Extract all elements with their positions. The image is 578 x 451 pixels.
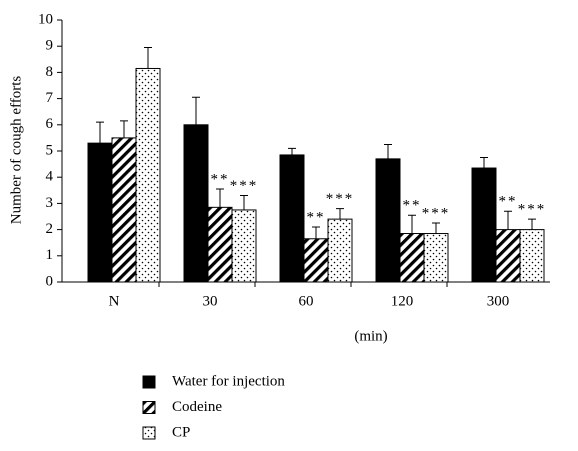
significance-label: **	[307, 209, 326, 225]
error-bar	[336, 208, 344, 220]
y-tick-label: 4	[46, 169, 54, 185]
error-bar	[240, 195, 248, 210]
bar	[231, 209, 257, 283]
x-tick-label: N	[109, 293, 120, 309]
bar	[279, 154, 305, 283]
bar	[471, 167, 497, 283]
bar	[399, 233, 425, 283]
bar	[135, 67, 161, 283]
bar	[423, 233, 449, 283]
error-bar	[144, 47, 152, 69]
legend-label: Water for injection	[172, 373, 285, 389]
significance-label: ***	[422, 205, 451, 221]
significance-label: ***	[518, 202, 547, 218]
y-tick-label: 2	[46, 221, 54, 237]
legend-swatch	[142, 401, 156, 414]
error-bar	[288, 147, 296, 155]
y-tick-label: 9	[46, 38, 54, 54]
y-tick-label: 6	[46, 116, 54, 132]
error-bar	[408, 214, 416, 234]
bar	[303, 238, 329, 283]
x-tick-label: 30	[203, 293, 218, 309]
error-bar	[504, 210, 512, 230]
error-bar	[96, 121, 104, 144]
error-bar	[480, 157, 488, 169]
significance-label: **	[403, 198, 422, 214]
bar	[87, 142, 113, 283]
error-bar	[312, 226, 320, 239]
error-bar	[192, 96, 200, 125]
y-tick-label: 10	[38, 11, 53, 27]
bar	[375, 158, 401, 283]
y-axis-label: Number of cough efforts	[8, 76, 24, 225]
legend-label: CP	[172, 424, 190, 440]
legend-swatch	[142, 426, 156, 440]
y-tick-label: 8	[46, 64, 54, 80]
bar	[327, 218, 353, 283]
y-tick-label: 5	[46, 142, 54, 158]
legend-swatch	[142, 375, 156, 389]
bar	[519, 229, 545, 283]
bar	[183, 124, 209, 283]
error-bar	[432, 222, 440, 234]
error-bar	[120, 120, 128, 138]
x-tick-label: 60	[299, 293, 314, 309]
significance-label: ***	[326, 191, 355, 207]
y-tick-label: 1	[46, 247, 54, 263]
y-tick-label: 7	[46, 90, 54, 106]
error-bar	[384, 143, 392, 159]
bar	[207, 206, 233, 283]
significance-label: **	[499, 194, 518, 210]
x-axis-label: (min)	[354, 328, 387, 344]
significance-label: **	[211, 171, 230, 187]
y-tick-label: 0	[46, 273, 54, 289]
significance-label: ***	[230, 178, 259, 194]
x-tick-label: 300	[487, 293, 510, 309]
error-bar	[528, 218, 536, 230]
y-tick-label: 3	[46, 195, 54, 211]
x-tick-label: 120	[391, 293, 414, 309]
error-bar	[216, 188, 224, 208]
bar	[495, 229, 521, 283]
legend-label: Codeine	[172, 399, 222, 415]
bar	[111, 137, 137, 283]
